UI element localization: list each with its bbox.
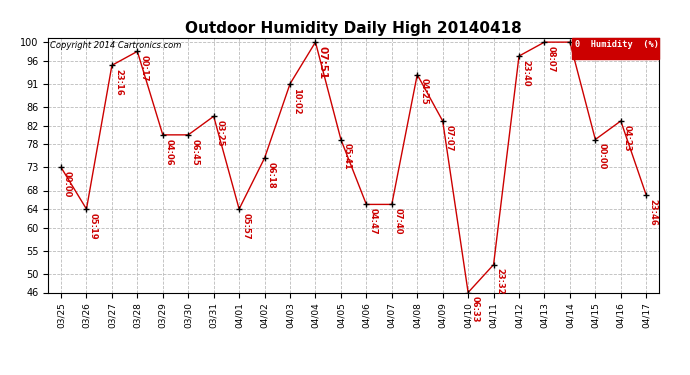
Text: 08:07: 08:07 <box>546 46 555 72</box>
Text: 07:51: 07:51 <box>317 46 328 79</box>
Text: 23:46: 23:46 <box>649 199 658 226</box>
Title: Outdoor Humidity Daily High 20140418: Outdoor Humidity Daily High 20140418 <box>185 21 522 36</box>
Text: 23:32: 23:32 <box>495 268 504 295</box>
Text: 23:16: 23:16 <box>114 69 123 96</box>
Text: 06:45: 06:45 <box>190 139 199 165</box>
Text: 04:06: 04:06 <box>165 139 174 165</box>
Text: 07:07: 07:07 <box>445 124 454 151</box>
Text: 04:47: 04:47 <box>368 208 377 235</box>
Text: 04:23: 04:23 <box>623 124 632 151</box>
Text: 05:57: 05:57 <box>241 213 250 239</box>
Text: 06:18: 06:18 <box>266 162 275 188</box>
Text: 00:17: 00:17 <box>139 55 148 82</box>
Text: 04:25: 04:25 <box>420 78 428 105</box>
Text: 23:40: 23:40 <box>521 60 530 86</box>
Text: 06:33: 06:33 <box>470 296 479 323</box>
Text: Copyright 2014 Cartronics.com: Copyright 2014 Cartronics.com <box>50 41 181 50</box>
Text: 00:00: 00:00 <box>598 143 607 170</box>
Text: 07:40: 07:40 <box>394 208 403 235</box>
Text: 03:25: 03:25 <box>216 120 225 147</box>
Text: 10:02: 10:02 <box>292 88 301 114</box>
Text: 00:00: 00:00 <box>63 171 72 197</box>
Text: 05:41: 05:41 <box>343 143 352 170</box>
Bar <box>572 38 659 59</box>
Text: 0  Humidity  (%): 0 Humidity (%) <box>575 39 659 48</box>
Text: 05:19: 05:19 <box>88 213 97 239</box>
